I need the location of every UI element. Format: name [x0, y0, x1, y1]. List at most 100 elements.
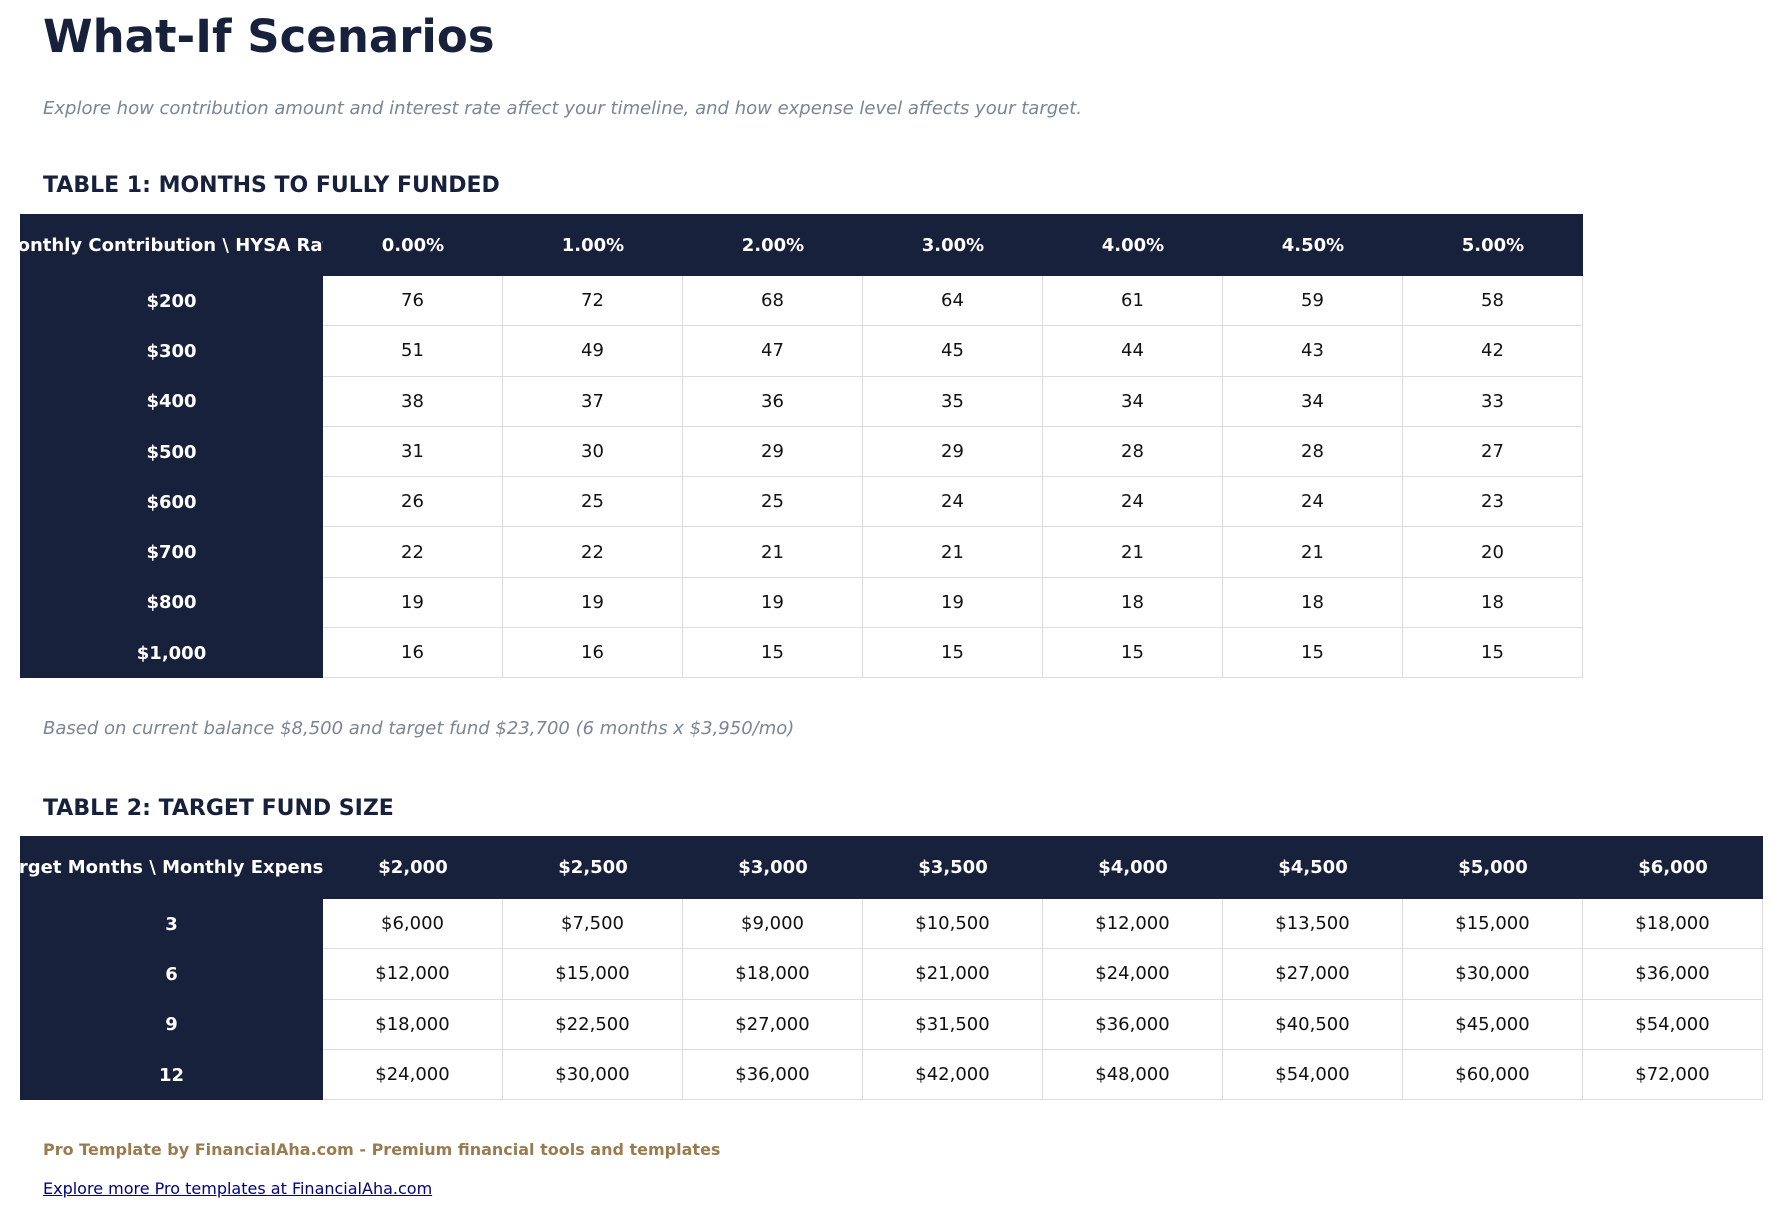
table-cell: $24,000 [1043, 949, 1223, 1000]
table-cell: 76 [323, 276, 503, 327]
column-header: $6,000 [1583, 836, 1763, 899]
table-cell: 19 [863, 577, 1043, 629]
column-header: $4,000 [1043, 836, 1223, 899]
table-cell: $27,000 [683, 999, 863, 1050]
table-cell: $6,000 [323, 899, 503, 950]
table-cell: $27,000 [1223, 949, 1403, 1000]
table-cell: 29 [863, 426, 1043, 478]
table-cell: 21 [863, 527, 1043, 578]
table-cell: $30,000 [1403, 949, 1583, 1000]
table-cell: 15 [863, 628, 1043, 679]
table-cell: 28 [1223, 426, 1403, 478]
table-cell: $60,000 [1403, 1049, 1583, 1101]
table-cell: 15 [683, 628, 863, 679]
table-cell: $22,500 [503, 999, 683, 1050]
row-label: 3 [20, 899, 323, 950]
table-cell: $12,000 [1043, 899, 1223, 950]
table-cell: $12,000 [323, 949, 503, 1000]
table-cell: $36,000 [1043, 999, 1223, 1050]
table-cell: 24 [1223, 477, 1403, 528]
column-header: 4.00% [1043, 214, 1223, 276]
table-cell: 22 [323, 527, 503, 578]
table-cell: 27 [1403, 426, 1583, 478]
table-title: TABLE 2: TARGET FUND SIZE [43, 796, 394, 821]
table-cell: 25 [503, 477, 683, 528]
table-cell: 15 [1403, 628, 1583, 679]
table-cell: $48,000 [1043, 1049, 1223, 1101]
table-cell: $54,000 [1583, 999, 1763, 1050]
table-cell: 51 [323, 326, 503, 377]
table-cell: $15,000 [1403, 899, 1583, 950]
column-header: $2,500 [503, 836, 683, 899]
table-cell: 61 [1043, 276, 1223, 327]
table-cell: 33 [1403, 376, 1583, 427]
table-cell: 30 [503, 426, 683, 478]
table-cell: 21 [1043, 527, 1223, 578]
table-cell: $45,000 [1403, 999, 1583, 1050]
table-cell: 36 [683, 376, 863, 427]
table-cell: 34 [1223, 376, 1403, 427]
table-cell: 18 [1043, 577, 1223, 629]
table-cell: 19 [683, 577, 863, 629]
table-cell: 19 [503, 577, 683, 629]
row-label: $700 [20, 527, 323, 578]
footer-link[interactable]: Explore more Pro templates at FinancialA… [43, 1179, 433, 1198]
column-header: 0.00% [323, 214, 503, 276]
table-cell: $36,000 [1583, 949, 1763, 1000]
row-label: 9 [20, 999, 323, 1050]
table-cell: $36,000 [683, 1049, 863, 1101]
row-label: $300 [20, 326, 323, 377]
row-label: $600 [20, 477, 323, 528]
table-cell: 18 [1223, 577, 1403, 629]
table-cell: 15 [1043, 628, 1223, 679]
row-label: $800 [20, 577, 323, 629]
table-cell: 21 [683, 527, 863, 578]
table-cell: 26 [323, 477, 503, 528]
column-header: 1.00% [503, 214, 683, 276]
column-header: 2.00% [683, 214, 863, 276]
table-cell: $30,000 [503, 1049, 683, 1101]
column-header: $2,000 [323, 836, 503, 899]
table-cell: 24 [1043, 477, 1223, 528]
table-cell: 49 [503, 326, 683, 377]
table-cell: 16 [323, 628, 503, 679]
column-header: 3.00% [863, 214, 1043, 276]
fund-table: Target Months \ Monthly Expenses$2,000$2… [20, 836, 1763, 1101]
table-cell: $54,000 [1223, 1049, 1403, 1101]
table-cell: 59 [1223, 276, 1403, 327]
column-header: $3,000 [683, 836, 863, 899]
table-cell: 72 [503, 276, 683, 327]
table-cell: $40,500 [1223, 999, 1403, 1050]
subtitle: Explore how contribution amount and inte… [43, 98, 1083, 119]
table-cell: $10,500 [863, 899, 1043, 950]
table-cell: 34 [1043, 376, 1223, 427]
table-cell: 22 [503, 527, 683, 578]
table-cell: 37 [503, 376, 683, 427]
table-cell: 35 [863, 376, 1043, 427]
corner-header: Target Months \ Monthly Expenses [20, 836, 323, 899]
row-label: $400 [20, 376, 323, 427]
table-cell: 18 [1403, 577, 1583, 629]
table-cell: $18,000 [323, 999, 503, 1050]
table-cell: 64 [863, 276, 1043, 327]
table-cell: 42 [1403, 326, 1583, 377]
column-header: 5.00% [1403, 214, 1583, 276]
table-cell: 38 [323, 376, 503, 427]
table-cell: 21 [1223, 527, 1403, 578]
table-cell: 47 [683, 326, 863, 377]
table-cell: 68 [683, 276, 863, 327]
table-cell: $18,000 [683, 949, 863, 1000]
months-table: Monthly Contribution \ HYSA Rate0.00%1.0… [20, 214, 1583, 679]
table-cell: 43 [1223, 326, 1403, 377]
table-cell: 29 [683, 426, 863, 478]
table-cell: 31 [323, 426, 503, 478]
table-cell: 44 [1043, 326, 1223, 377]
row-label: $200 [20, 276, 323, 327]
table-cell: $31,500 [863, 999, 1043, 1050]
row-label: $1,000 [20, 628, 323, 679]
table-cell: $24,000 [323, 1049, 503, 1101]
table-cell: 45 [863, 326, 1043, 377]
table-cell: $21,000 [863, 949, 1043, 1000]
table-cell: 16 [503, 628, 683, 679]
